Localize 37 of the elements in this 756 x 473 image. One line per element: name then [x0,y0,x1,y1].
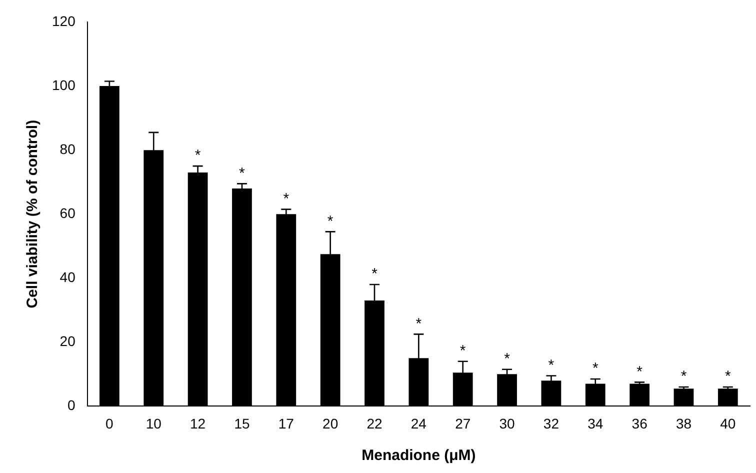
annotation: * [504,350,510,368]
y-tick-label: 80 [60,140,76,157]
annotation: * [636,363,643,380]
y-tick-label: 120 [52,12,76,29]
annotation: * [372,266,378,283]
x-tick-label: 32 [543,415,560,432]
y-tick-label: 20 [60,333,76,350]
y-tick-label: 100 [52,76,76,93]
x-tick-label: 40 [720,415,736,432]
x-tick-label: 20 [322,415,338,432]
x-tick-label: 27 [455,415,471,432]
x-tick-label: 38 [676,415,692,432]
x-tick-label: 34 [588,415,604,432]
annotation: * [283,190,290,208]
annotation: * [460,342,466,360]
y-tick-label: 40 [60,268,76,285]
x-tick-label: 36 [632,415,648,432]
annotation: * [416,315,422,332]
y-tick-label: 0 [68,397,76,414]
annotation: * [194,147,201,164]
annotation: * [724,368,731,386]
x-tick-label: 0 [106,415,114,432]
x-tick-label: 10 [146,415,162,432]
annotation: * [239,164,246,182]
y-tick-label: 60 [60,204,76,221]
x-axis-title: Menadione (μM) [362,447,476,464]
annotation: * [680,368,687,386]
annotation: * [327,212,334,230]
x-tick-label: 30 [499,415,516,432]
x-tick-label: 17 [278,415,294,432]
annotation: * [548,356,554,374]
x-tick-label: 22 [366,415,382,432]
x-tick-label: 12 [190,415,206,432]
annotation: * [592,360,598,378]
y-axis-title: Cell viability (% of control) [24,120,42,308]
x-tick-label: 24 [410,415,427,432]
x-tick-label: 15 [234,415,250,432]
